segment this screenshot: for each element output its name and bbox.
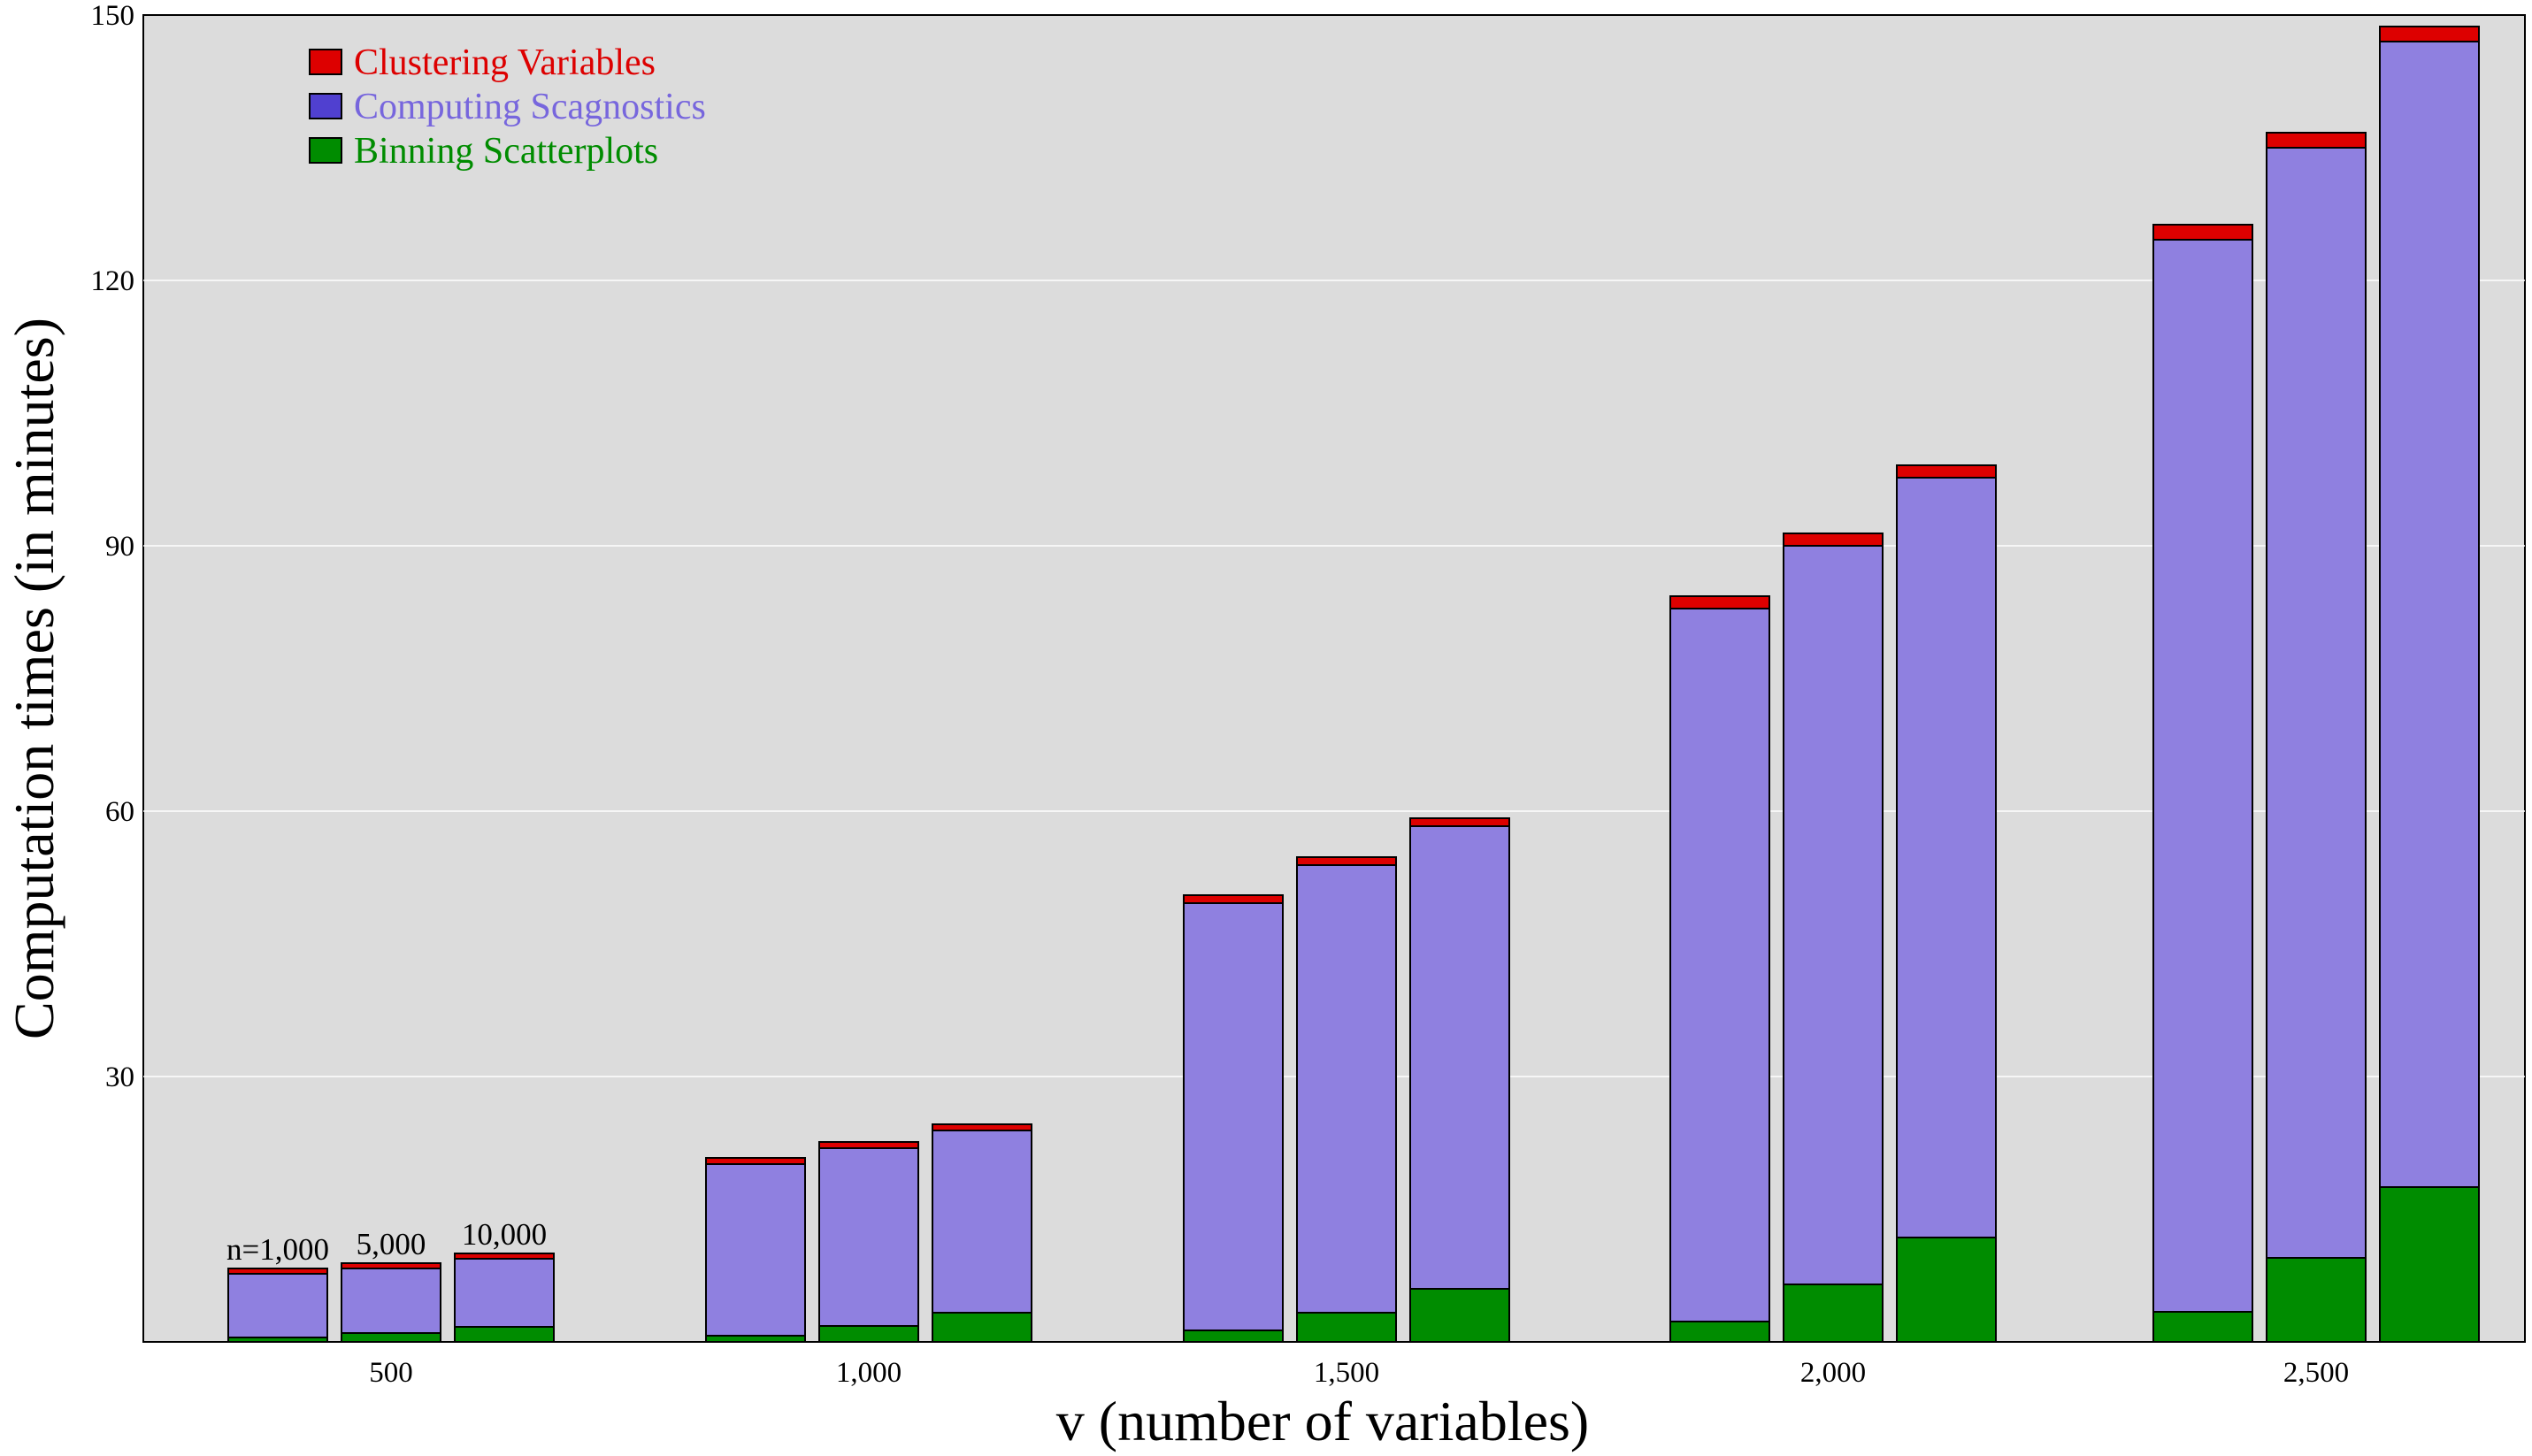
bar-segment-binning-scatterplots	[2152, 1311, 2253, 1343]
bar-segment-binning-scatterplots	[2266, 1257, 2367, 1343]
subgroup-labels: n=1,000 5,000 10,000	[226, 1217, 547, 1267]
bar-segment-binning-scatterplots	[1669, 1321, 1770, 1343]
y-tick-label: 120	[91, 265, 135, 297]
x-tick-label: 2,500	[2283, 1357, 2349, 1389]
bar-segment-clustering-variables	[1669, 595, 1770, 609]
bar-segment-computing-scagnostics	[227, 1273, 328, 1338]
bar-segment-clustering-variables	[2379, 26, 2480, 42]
legend-swatch	[309, 93, 342, 119]
bars	[227, 26, 2480, 1343]
y-tick-label: 150	[91, 0, 135, 32]
bar-segment-clustering-variables	[1896, 464, 1997, 479]
legend-swatch	[309, 49, 342, 75]
x-tick-label: 2,000	[1800, 1357, 1866, 1389]
subgroup-label: n=1,000	[226, 1232, 329, 1267]
bar-segment-binning-scatterplots	[2379, 1186, 2480, 1343]
bar-segment-computing-scagnostics	[2379, 41, 2480, 1188]
bar-segment-computing-scagnostics	[2266, 147, 2367, 1259]
bar-segment-computing-scagnostics	[1896, 477, 1997, 1238]
bar-segment-clustering-variables	[1183, 894, 1284, 904]
bar-segment-computing-scagnostics	[818, 1147, 919, 1327]
bar-segment-binning-scatterplots	[1409, 1288, 1510, 1343]
bar-segment-clustering-variables	[818, 1141, 919, 1149]
bar-segment-clustering-variables	[2266, 132, 2367, 149]
bar-segment-clustering-variables	[454, 1253, 555, 1260]
x-tick-labels: 500 1,000 1,500 2,000 2,500	[369, 1357, 2349, 1389]
x-axis-title: v (number of variables)	[1056, 1390, 1589, 1452]
bar-segment-clustering-variables	[932, 1123, 1032, 1131]
bar-segment-computing-scagnostics	[705, 1163, 806, 1337]
bar-segment-computing-scagnostics	[454, 1258, 555, 1328]
legend-label: Computing Scagnostics	[354, 87, 706, 127]
y-tick-label: 30	[105, 1061, 134, 1093]
bar-segment-computing-scagnostics	[1783, 545, 1884, 1285]
bar-segment-binning-scatterplots	[341, 1332, 441, 1343]
bar-segment-binning-scatterplots	[454, 1326, 555, 1343]
y-axis-title: Computation times (in minutes)	[3, 318, 65, 1039]
bar-segment-binning-scatterplots	[818, 1325, 919, 1343]
y-tick-labels: 30 60 90 120 150	[91, 0, 135, 1093]
bar-segment-clustering-variables	[1409, 817, 1510, 827]
bar-segment-clustering-variables	[227, 1268, 328, 1275]
x-tick-label: 1,000	[836, 1357, 902, 1389]
bar-segment-clustering-variables	[2152, 224, 2253, 241]
bar-segment-computing-scagnostics	[1669, 608, 1770, 1322]
bar-segment-computing-scagnostics	[1183, 902, 1284, 1331]
x-tick-label: 1,500	[1314, 1357, 1379, 1389]
bar-segment-binning-scatterplots	[1296, 1312, 1397, 1343]
legend-label: Clustering Variables	[354, 42, 656, 83]
x-tick-label: 500	[369, 1357, 413, 1389]
bar-segment-binning-scatterplots	[1896, 1237, 1997, 1343]
bar-segment-computing-scagnostics	[1409, 825, 1510, 1290]
bar-segment-binning-scatterplots	[1783, 1284, 1884, 1343]
y-tick-label: 90	[105, 531, 134, 563]
legend-swatch	[309, 137, 342, 164]
y-tick-label: 60	[105, 796, 134, 828]
bar-segment-clustering-variables	[1783, 533, 1884, 547]
bar-segment-binning-scatterplots	[1183, 1330, 1284, 1343]
legend-label: Binning Scatterplots	[354, 131, 658, 172]
subgroup-label: 5,000	[357, 1227, 426, 1261]
bar-segment-clustering-variables	[341, 1262, 441, 1269]
bar-segment-binning-scatterplots	[932, 1312, 1032, 1343]
bar-segment-binning-scatterplots	[705, 1335, 806, 1343]
subgroup-label: 10,000	[462, 1217, 547, 1252]
bar-segment-computing-scagnostics	[932, 1130, 1032, 1314]
bar-segment-clustering-variables	[705, 1157, 806, 1165]
bar-segment-computing-scagnostics	[2152, 239, 2253, 1313]
bar-segment-computing-scagnostics	[1296, 864, 1397, 1314]
bar-segment-computing-scagnostics	[341, 1268, 441, 1334]
bar-segment-clustering-variables	[1296, 856, 1397, 866]
